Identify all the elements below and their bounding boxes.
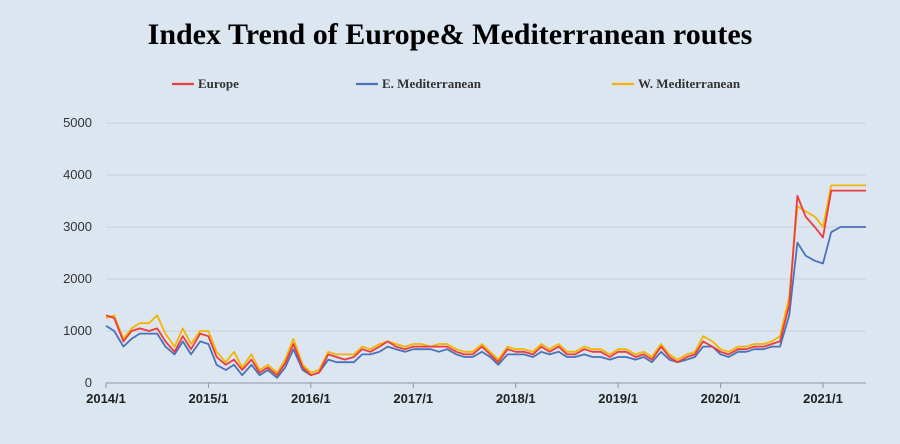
y-tick-label: 3000 <box>63 219 92 234</box>
axes: 0 1000 2000 3000 4000 5000 2014/1 2015/1 2016/1 2… <box>63 115 866 406</box>
legend: Europe E. Mediterranean W. Mediterranean <box>172 76 741 91</box>
x-tick-label: 2016/1 <box>291 391 331 406</box>
x-tick-label: 2019/1 <box>598 391 638 406</box>
y-tick-label: 4000 <box>63 167 92 182</box>
y-tick-label: 5000 <box>63 115 92 130</box>
chart-title: Index Trend of Europe& Mediterranean rou… <box>147 18 753 51</box>
x-tick-label: 2020/1 <box>701 391 741 406</box>
x-tick-label: 2017/1 <box>393 391 433 406</box>
gridlines <box>106 122 866 332</box>
y-tick-label: 0 <box>85 375 92 390</box>
series-line-w-mediterranean <box>105 184 866 374</box>
y-tick-label: 2000 <box>63 271 92 286</box>
x-tick-label: 2014/1 <box>86 391 126 406</box>
legend-label: E. Mediterranean <box>382 76 482 91</box>
x-tick-label: 2021/1 <box>803 391 843 406</box>
series-line-europe <box>105 189 866 377</box>
x-tick-label: 2018/1 <box>496 391 536 406</box>
y-tick-label: 1000 <box>63 323 92 338</box>
x-tick-label: 2015/1 <box>189 391 229 406</box>
series-layer <box>105 184 866 379</box>
series-line-e-mediterranean <box>105 226 866 379</box>
legend-label: Europe <box>198 76 239 91</box>
legend-label: W. Mediterranean <box>638 76 741 91</box>
